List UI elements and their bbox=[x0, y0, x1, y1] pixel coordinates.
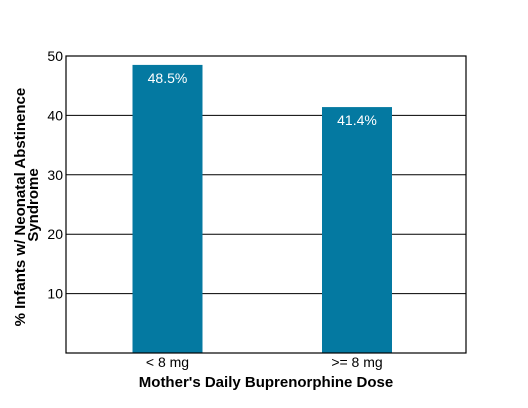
data-labels: 48.5% 41.4% bbox=[148, 70, 377, 128]
y-tick-label: 20 bbox=[47, 226, 63, 242]
x-tick-label: >= 8 mg bbox=[331, 354, 382, 370]
y-tick-label: 10 bbox=[47, 286, 63, 302]
y-axis-title-line-2: Syndrome bbox=[25, 168, 42, 241]
data-label: 48.5% bbox=[148, 70, 188, 86]
y-tick-label: 50 bbox=[47, 48, 63, 64]
y-axis-title-line-1: % Infants w/ Neonatal Abstinence bbox=[12, 88, 29, 327]
x-tick-labels: < 8 mg >= 8 mg bbox=[146, 354, 383, 370]
x-tick-label: < 8 mg bbox=[146, 354, 189, 370]
gridlines bbox=[66, 55, 466, 295]
data-label: 41.4% bbox=[337, 112, 377, 128]
bar bbox=[132, 64, 203, 353]
bars bbox=[132, 64, 392, 353]
x-axis-title: Mother's Daily Buprenorphine Dose bbox=[139, 374, 393, 391]
y-axis-title: % Infants w/ Neonatal Abstinence Syndrom… bbox=[12, 84, 42, 327]
bar bbox=[322, 107, 392, 353]
y-tick-labels: 10 20 30 40 50 bbox=[47, 48, 63, 302]
y-tick-label: 30 bbox=[47, 167, 63, 183]
plot-frame bbox=[65, 55, 467, 354]
y-tick-label: 40 bbox=[47, 107, 63, 123]
